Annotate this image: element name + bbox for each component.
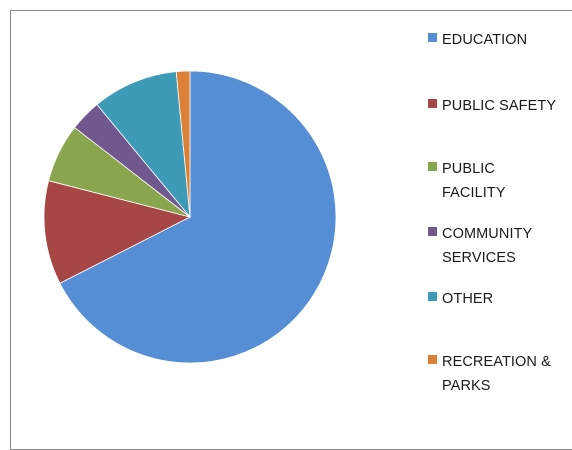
legend-swatch-community-services [428, 227, 437, 236]
legend: EDUCATION PUBLIC SAFETY PUBLIC FACILITY … [428, 0, 572, 437]
pie-slice-public-safety [43, 180, 192, 284]
legend-label-community-services: COMMUNITY SERVICES [442, 226, 533, 266]
pie-slice-education [59, 70, 337, 364]
legend-label-education: EDUCATION [442, 32, 528, 48]
pie-slice-other [96, 71, 191, 219]
pie-chart [43, 70, 337, 364]
legend-label-recreation-parks: RECREATION & PARKS [442, 354, 551, 394]
pie-slice-recreation-parks [175, 70, 191, 218]
legend-label-public-facility: PUBLIC FACILITY [442, 161, 506, 201]
legend-swatch-education [428, 33, 437, 42]
legend-swatch-public-safety [428, 99, 437, 108]
legend-swatch-other [428, 292, 437, 301]
legend-label-other: OTHER [442, 291, 494, 307]
legend-swatch-recreation-parks [428, 355, 437, 364]
legend-label-public-safety: PUBLIC SAFETY [442, 98, 557, 114]
legend-swatch-public-facility [428, 162, 437, 171]
